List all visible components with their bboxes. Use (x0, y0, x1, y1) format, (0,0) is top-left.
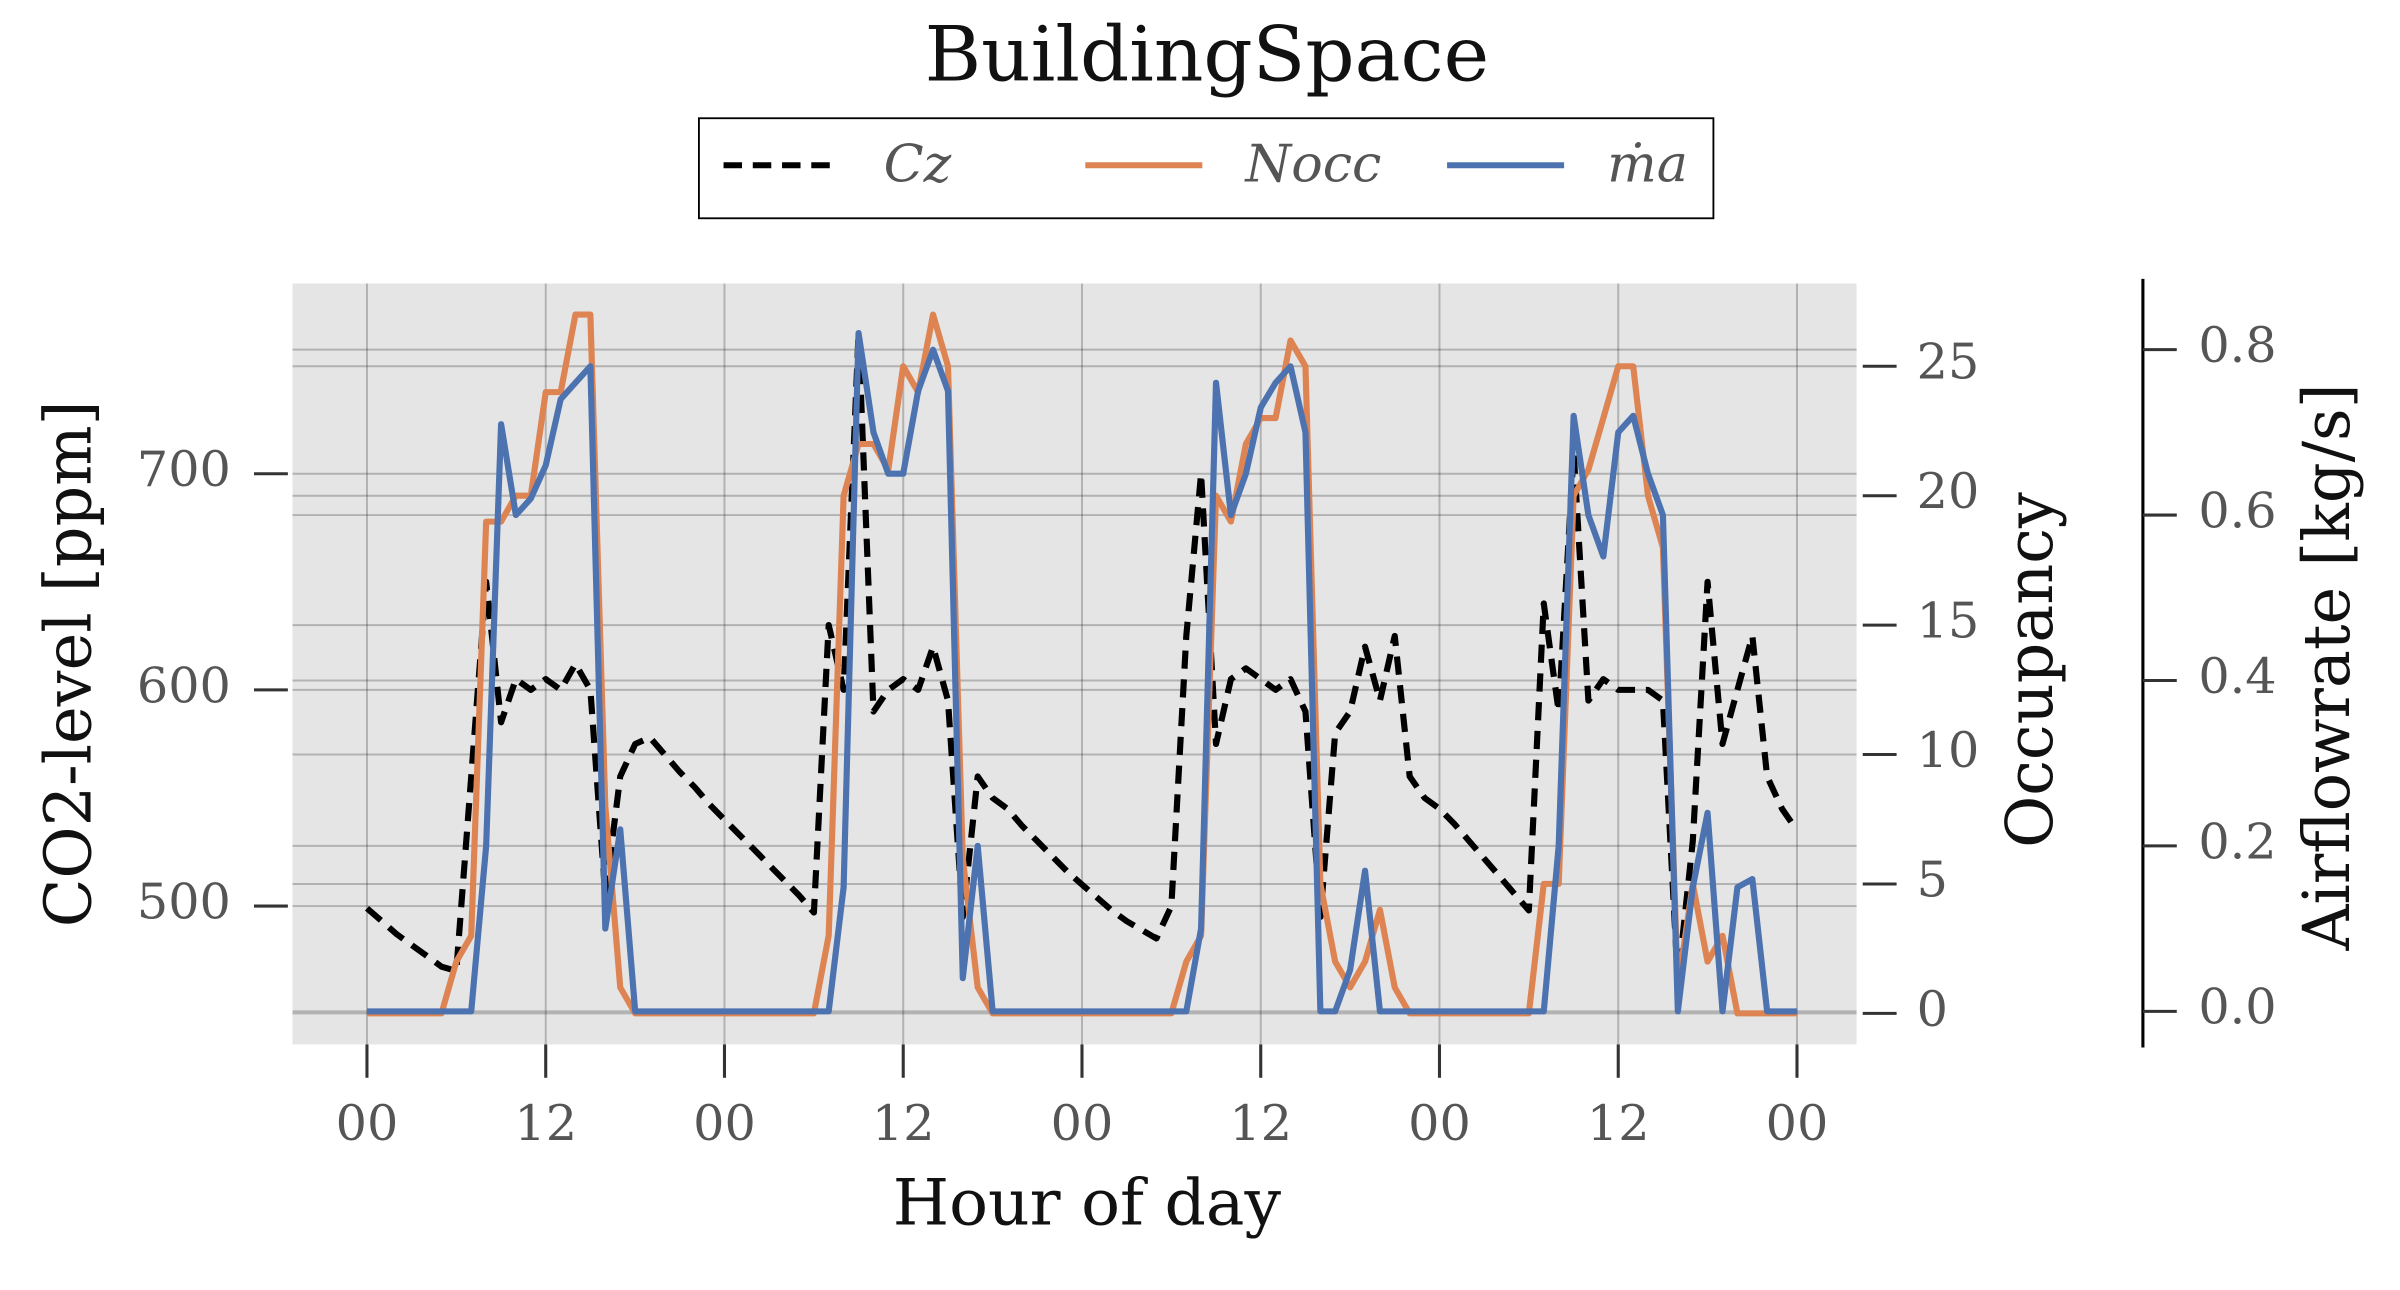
x-tick-label: 00 (1408, 1096, 1471, 1153)
y2-tick-label: 15 (1917, 593, 1980, 650)
legend-label: Nocc (1243, 135, 1381, 195)
x-tick-label: 12 (1229, 1096, 1292, 1153)
x-tick-label: 00 (1051, 1096, 1114, 1153)
y2-tick-label: 5 (1917, 852, 1948, 909)
x-tick-label: 00 (1766, 1096, 1829, 1153)
series-line (364, 330, 1800, 985)
y2-tick-label: 20 (1917, 463, 1980, 520)
y3-tick-label: 0.0 (2198, 979, 2276, 1036)
series-line (367, 330, 1797, 1015)
y2-tick-label: 10 (1917, 722, 1980, 779)
chart-title: BuildingSpace (925, 11, 1490, 99)
x-tick-label: 12 (872, 1096, 935, 1153)
legend-label: Cz (884, 135, 952, 195)
legend-label: ṁa (1607, 135, 1688, 195)
x-tick-label: 00 (336, 1096, 399, 1153)
x-tick-label: 12 (514, 1096, 577, 1153)
y2-axis-label: Occupancy (1992, 491, 2068, 848)
x-tick-label: 00 (693, 1096, 756, 1153)
y-tick-label: 500 (137, 874, 231, 931)
y3-tick-label: 0.4 (2198, 648, 2276, 705)
x-tick-label: 12 (1587, 1096, 1650, 1153)
y3-tick-label: 0.2 (2198, 814, 2276, 871)
y2-tick-label: 0 (1917, 981, 1948, 1038)
y-tick-label: 700 (137, 441, 231, 498)
y3-tick-label: 0.6 (2198, 483, 2276, 540)
y-tick-label: 600 (137, 658, 231, 715)
y-axis-label: CO2-level [ppm] (31, 401, 107, 928)
y2-tick-label: 25 (1917, 334, 1980, 391)
y3-tick-label: 0.8 (2198, 317, 2276, 374)
plot-area (292, 283, 1857, 1045)
y3-axis-label: Airflowrate [kg/s] (2289, 383, 2365, 951)
x-axis-label: Hour of day (893, 1166, 1282, 1240)
